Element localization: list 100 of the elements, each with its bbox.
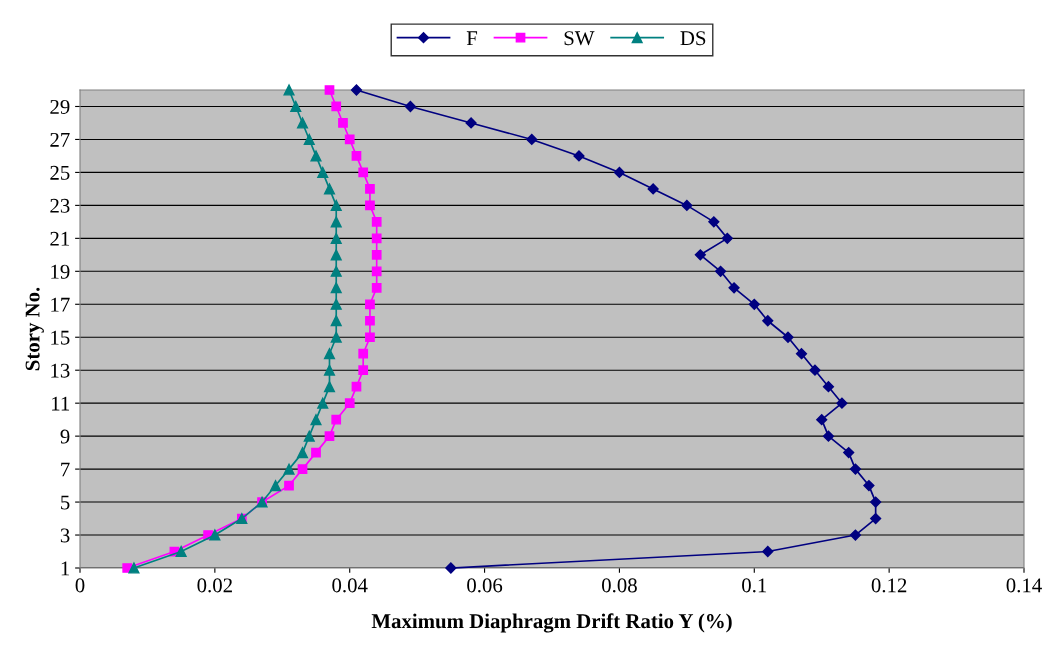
- point: [330, 331, 342, 343]
- y-tick-label: 25: [50, 165, 70, 180]
- point: [708, 216, 720, 228]
- point: [870, 512, 882, 525]
- point: [782, 331, 794, 343]
- point: [465, 117, 477, 129]
- point: [324, 85, 335, 95]
- point: [290, 100, 302, 113]
- point: [296, 447, 309, 459]
- point: [721, 232, 733, 244]
- point: [371, 217, 382, 227]
- point: [284, 480, 294, 491]
- y-tick-label: 11: [52, 396, 70, 411]
- y-tick-label: 27: [50, 132, 70, 147]
- point: [297, 464, 308, 474]
- x-tick-label: 0.08: [601, 578, 637, 593]
- x-tick-label: 0: [75, 578, 85, 593]
- point: [365, 184, 375, 194]
- y-tick-label: 13: [51, 363, 70, 378]
- point: [822, 430, 835, 442]
- point: [344, 134, 355, 145]
- x-tick-label: 0.04: [332, 578, 368, 593]
- point: [681, 199, 693, 211]
- point: [694, 249, 706, 261]
- point: [317, 166, 329, 178]
- point: [714, 265, 727, 277]
- point: [350, 84, 363, 96]
- point: [526, 133, 538, 146]
- point: [365, 200, 375, 211]
- y-tick-label: 3: [60, 528, 70, 543]
- x-tick-label: 0.02: [197, 578, 232, 593]
- point: [330, 199, 342, 211]
- x-tick-label: 0.06: [467, 578, 503, 593]
- y-tick-label: 17: [51, 297, 70, 312]
- point: [331, 101, 342, 112]
- point: [330, 265, 342, 277]
- point: [323, 364, 336, 376]
- point: [175, 545, 187, 558]
- y-axis-title: Story No.: [25, 287, 44, 371]
- y-tick-label: 21: [50, 231, 70, 246]
- x-tick-label: 0.1: [742, 578, 767, 593]
- y-tick-label: 29: [50, 99, 70, 114]
- point: [404, 100, 417, 113]
- y-tick-label: 23: [50, 198, 70, 213]
- point: [365, 299, 375, 310]
- point: [330, 216, 342, 228]
- point: [843, 447, 855, 459]
- point: [351, 151, 362, 161]
- point: [310, 150, 322, 162]
- legend-label: DS: [680, 31, 706, 46]
- point: [836, 397, 848, 409]
- point: [303, 133, 315, 146]
- point: [365, 315, 375, 326]
- point: [283, 463, 295, 475]
- point: [283, 84, 295, 96]
- point: [371, 282, 382, 293]
- point: [317, 397, 329, 409]
- legend-label: F: [466, 31, 478, 45]
- point: [647, 183, 659, 195]
- point: [330, 315, 342, 327]
- point: [822, 381, 835, 393]
- x-tick-label: 0.12: [871, 578, 907, 593]
- x-tick-label: 0.14: [1006, 578, 1042, 593]
- y-tick-label: 15: [51, 330, 70, 345]
- point: [371, 249, 382, 260]
- point: [748, 298, 760, 310]
- point: [371, 233, 382, 244]
- point: [323, 183, 336, 195]
- point: [323, 348, 336, 360]
- point: [323, 381, 336, 393]
- y-tick-label: 19: [51, 264, 70, 279]
- point: [330, 298, 342, 310]
- y-tick-label: 9: [60, 429, 70, 444]
- point: [728, 282, 740, 294]
- point: [324, 431, 335, 441]
- point: [338, 118, 348, 128]
- point: [358, 167, 369, 178]
- point: [613, 166, 626, 179]
- y-tick-label: 7: [61, 462, 70, 477]
- point: [365, 332, 375, 343]
- x-axis-title: Maximum Diaphragm Drift Ratio Y (%): [371, 613, 732, 633]
- point: [870, 496, 882, 508]
- point: [849, 529, 862, 541]
- point: [351, 381, 362, 392]
- point: [762, 315, 774, 327]
- point: [816, 414, 828, 426]
- point: [762, 545, 774, 558]
- point: [331, 414, 342, 425]
- point: [344, 398, 355, 409]
- point: [310, 414, 322, 426]
- point: [849, 463, 862, 475]
- point: [209, 529, 221, 541]
- y-tick-label: 1: [61, 561, 70, 576]
- point: [330, 282, 342, 294]
- point: [371, 266, 382, 277]
- point: [809, 364, 821, 376]
- point: [296, 117, 309, 129]
- point: [358, 348, 369, 359]
- point: [795, 348, 808, 360]
- legend-label: SW: [564, 31, 595, 46]
